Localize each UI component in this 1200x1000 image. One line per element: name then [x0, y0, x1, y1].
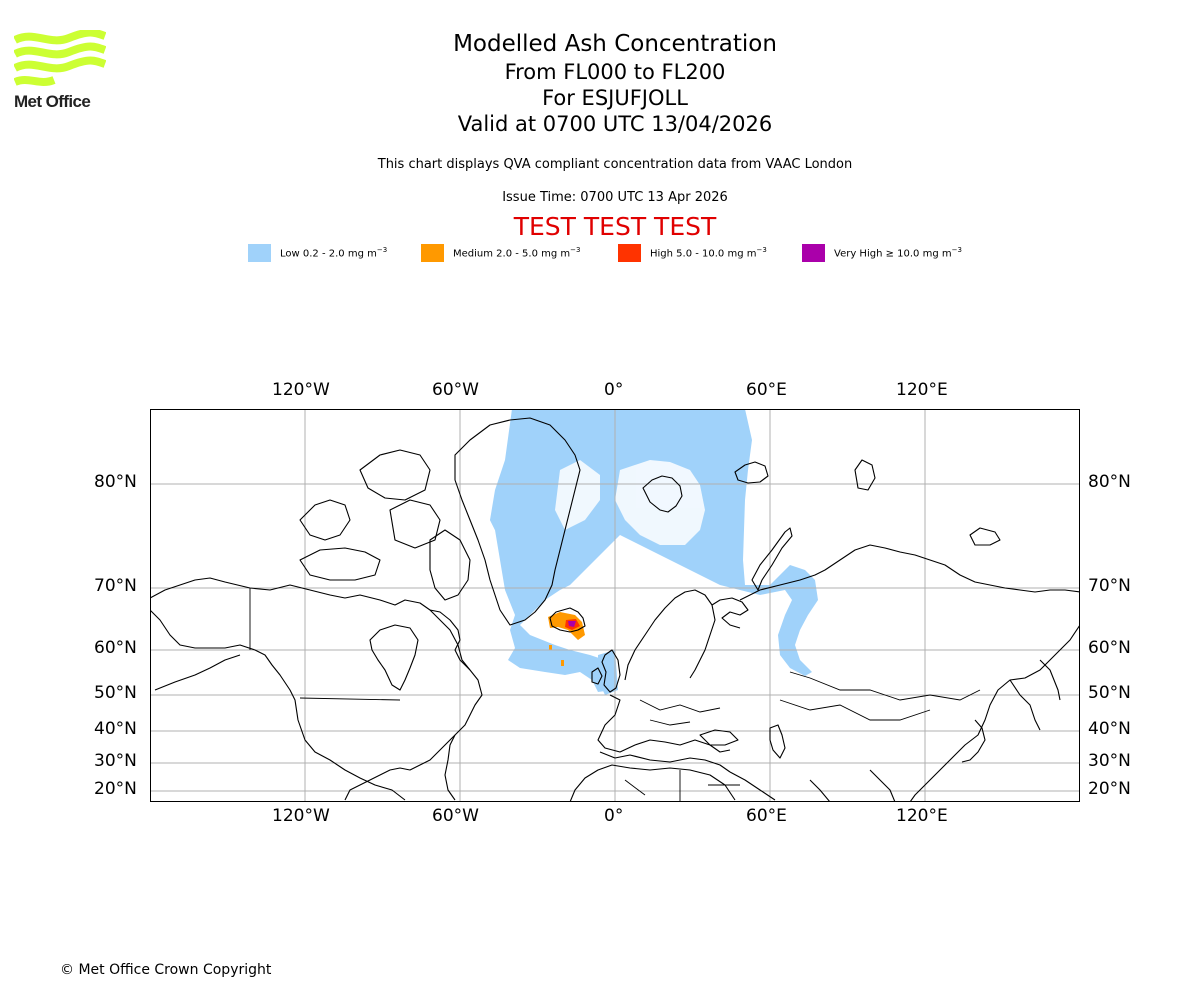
- legend-swatch-very-high: [802, 244, 825, 262]
- coast-europe-west: [597, 694, 731, 753]
- coast-us-east: [344, 734, 456, 801]
- coast-caspian: [769, 724, 786, 759]
- ash-low-gaps: [555, 460, 705, 620]
- coast-india: [809, 779, 830, 801]
- ash-map[interactable]: [150, 409, 1080, 802]
- coast-franz-josef: [734, 461, 769, 484]
- coast-black-sea: [699, 729, 739, 746]
- coast-alaska-south: [151, 610, 406, 801]
- lon-label-bottom-60e: 60°E: [746, 806, 787, 826]
- coast-labrador: [429, 609, 471, 671]
- lon-label-bottom-120e: 120°E: [896, 806, 948, 826]
- lon-label-bottom-0: 0°: [604, 806, 624, 826]
- legend-swatch-low: [248, 244, 271, 262]
- met-office-waves-icon: [14, 30, 106, 86]
- lat-label-left-70n: 70°N: [94, 576, 137, 596]
- ash-low-greenland: [490, 410, 560, 530]
- legend-label-medium: Medium 2.0 - 5.0 mg m: [453, 248, 571, 260]
- lon-label-top-0: 0°: [604, 380, 624, 400]
- lat-label-right-30n: 30°N: [1088, 751, 1131, 771]
- copyright-notice: © Met Office Crown Copyright: [60, 962, 272, 978]
- lon-label-top-60w: 60°W: [432, 380, 479, 400]
- gridlines: [151, 410, 1079, 801]
- coast-hudson-bay: [369, 624, 419, 691]
- coast-arctic-islands-3: [299, 547, 381, 581]
- coast-arctic-islands-2: [359, 449, 431, 501]
- lat-label-right-40n: 40°N: [1088, 719, 1131, 739]
- legend-swatch-high: [618, 244, 641, 262]
- met-office-logo: Met Office: [14, 30, 106, 112]
- lon-label-top-120w: 120°W: [272, 380, 330, 400]
- map-canvas: [151, 410, 1079, 801]
- met-office-logo-text: Met Office: [14, 92, 91, 111]
- coast-arctic-islands-4: [389, 499, 441, 549]
- coast-east-asia: [910, 625, 1079, 801]
- lat-label-left-30n: 30°N: [94, 751, 137, 771]
- legend-label-high: High 5.0 - 10.0 mg m: [650, 248, 757, 260]
- coast-arabia: [729, 771, 776, 801]
- chart-titles: Modelled Ash Concentration From FL000 to…: [0, 30, 1200, 137]
- legend-item-medium: Medium 2.0 - 5.0 mg m−3: [421, 244, 580, 262]
- ash-low-layer: [490, 410, 818, 695]
- lon-label-bottom-120w: 120°W: [272, 806, 330, 826]
- coast-southeast-asia: [869, 769, 896, 801]
- coast-svalbard: [642, 475, 683, 513]
- coast-uk: [601, 649, 621, 693]
- ash-very-high-layer: [568, 621, 576, 627]
- lat-label-right-50n: 50°N: [1088, 683, 1131, 703]
- lat-label-left-20n: 20°N: [94, 779, 137, 799]
- coast-arctic-islands-1: [299, 499, 351, 541]
- coast-kamchatka: [1039, 659, 1061, 701]
- flight-levels: From FL000 to FL200: [504, 60, 726, 84]
- lat-label-left-50n: 50°N: [94, 683, 137, 703]
- valid-time: Valid at 0700 UTC 13/04/2026: [457, 112, 773, 136]
- coast-russia-arctic: [739, 544, 1079, 601]
- legend: Low 0.2 - 2.0 mg m−3 Medium 2.0 - 5.0 mg…: [0, 244, 1200, 264]
- coast-ireland: [591, 667, 603, 685]
- lat-label-left-80n: 80°N: [94, 472, 137, 492]
- legend-item-low: Low 0.2 - 2.0 mg m−3: [248, 244, 387, 262]
- lat-label-right-80n: 80°N: [1088, 472, 1131, 492]
- ash-low-uk: [598, 650, 618, 695]
- legend-item-high: High 5.0 - 10.0 mg m−3: [618, 244, 767, 262]
- lon-label-bottom-60w: 60°W: [432, 806, 479, 826]
- issue-time: Issue Time: 0700 UTC 13 Apr 2026: [502, 190, 728, 205]
- coastlines: [151, 417, 1079, 801]
- borders: [249, 588, 981, 801]
- coast-baffin: [429, 529, 471, 601]
- coast-scandinavia: [624, 589, 716, 681]
- coast-sea-of-okhotsk: [1009, 679, 1041, 731]
- coast-greenland: [454, 417, 581, 626]
- coast-aleutians: [154, 654, 241, 691]
- chart-title: Modelled Ash Concentration: [453, 31, 777, 57]
- coast-severnaya-zemlya: [854, 459, 876, 491]
- test-banner: TEST TEST TEST: [513, 212, 717, 241]
- volcano-name: For ESJUFJOLL: [542, 86, 688, 110]
- lat-label-right-70n: 70°N: [1088, 576, 1131, 596]
- lon-label-top-60e: 60°E: [746, 380, 787, 400]
- coast-japan: [961, 719, 986, 763]
- coast-mediterranean: [599, 751, 731, 773]
- chart-subtitle: This chart displays QVA compliant concen…: [377, 157, 853, 172]
- legend-item-very-high: Very High ≥ 10.0 mg m−3: [802, 244, 962, 262]
- coast-new-siberian-islands: [969, 527, 1001, 546]
- lat-label-left-60n: 60°N: [94, 638, 137, 658]
- lon-label-top-120e: 120°E: [896, 380, 948, 400]
- coast-north-america-west: [151, 577, 483, 801]
- lat-label-right-20n: 20°N: [1088, 779, 1131, 799]
- coast-north-africa: [569, 764, 736, 801]
- lat-label-left-40n: 40°N: [94, 719, 137, 739]
- lat-label-right-60n: 60°N: [1088, 638, 1131, 658]
- legend-label-very-high: Very High ≥ 10.0 mg m: [834, 248, 952, 260]
- coast-kola-white-sea: [711, 597, 749, 629]
- coast-iceland: [549, 607, 586, 633]
- legend-swatch-medium: [421, 244, 444, 262]
- coast-novaya-zemlya: [751, 527, 793, 591]
- legend-label-low: Low 0.2 - 2.0 mg m: [280, 248, 377, 260]
